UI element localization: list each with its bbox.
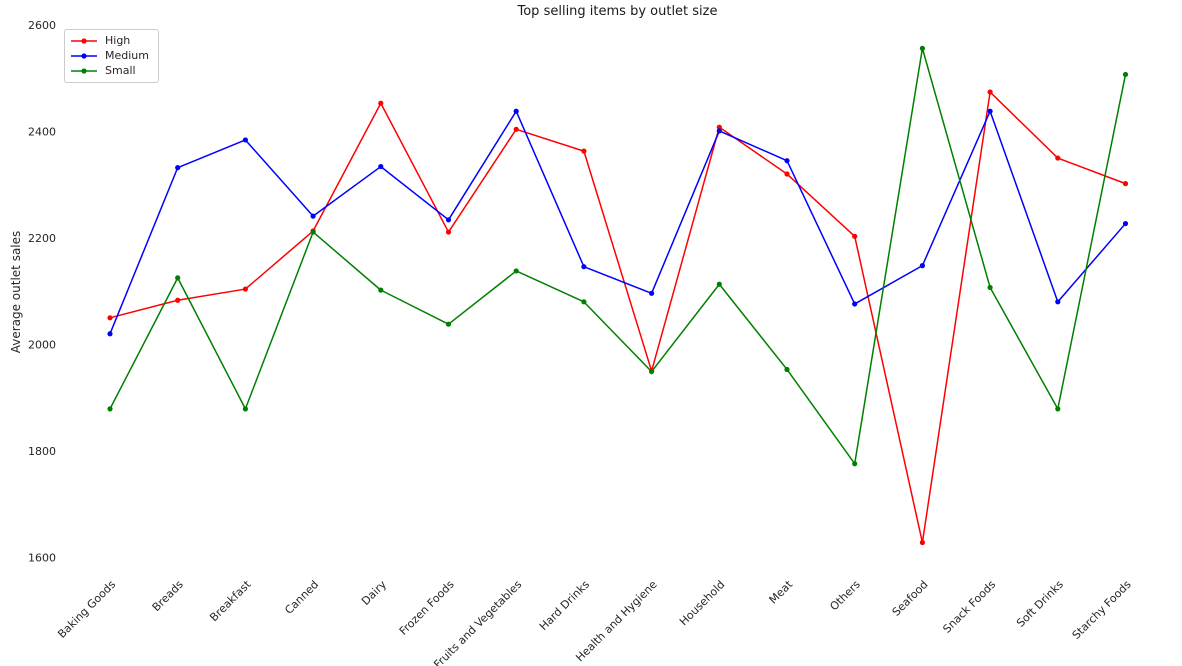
data-point-small [513, 268, 519, 274]
data-point-small [310, 229, 316, 235]
x-tick-label: Dairy [359, 578, 389, 608]
series-line-medium [109, 110, 1127, 335]
y-tick-label: 2600 [28, 19, 56, 32]
data-point-small [987, 284, 993, 291]
data-point-high [513, 126, 519, 132]
legend-marker-icon [81, 38, 87, 44]
y-tick-label: 2400 [28, 126, 56, 139]
data-point-medium [310, 213, 316, 219]
y-tick-label: 1800 [28, 445, 56, 458]
data-point-small [919, 45, 926, 51]
series-line-small [109, 47, 1127, 465]
data-point-small [1122, 71, 1129, 78]
data-point-medium [1055, 299, 1061, 305]
data-point-high [1122, 181, 1129, 187]
legend-item-small: Small [70, 64, 149, 78]
legend-marker-icon [81, 53, 87, 59]
x-tick-label: Hard Drinks [537, 578, 592, 633]
x-tick-label: Breakfast [207, 577, 254, 624]
data-point-medium [378, 163, 384, 170]
y-tick-label: 1600 [28, 552, 56, 565]
y-tick-label: 2000 [28, 339, 56, 352]
data-point-small [1055, 406, 1061, 412]
legend-item-medium: Medium [70, 49, 149, 63]
x-tick-label: Baking Goods [55, 578, 118, 641]
data-point-small [649, 368, 655, 375]
data-point-medium [987, 108, 993, 114]
y-tick-label: 2200 [28, 232, 56, 245]
data-point-high [716, 124, 722, 130]
data-point-high [919, 539, 926, 546]
data-point-high [445, 229, 452, 235]
legend-swatch-high [71, 38, 97, 44]
data-point-high [175, 297, 181, 303]
data-point-small [716, 281, 722, 287]
data-point-medium [242, 137, 248, 143]
legend-marker-icon [81, 68, 87, 74]
data-point-high [242, 286, 248, 292]
legend-label: Small [105, 64, 136, 77]
data-point-medium [107, 331, 113, 337]
data-point-high [987, 89, 993, 95]
data-point-small [107, 406, 113, 412]
data-point-small [784, 366, 790, 373]
x-tick-label: Canned [282, 578, 321, 617]
data-point-high [784, 171, 790, 177]
data-point-medium [445, 217, 452, 223]
legend: High Medium Small [64, 29, 159, 83]
legend-item-high: High [70, 34, 149, 48]
data-point-medium [852, 301, 858, 307]
x-tick-label: Frozen Foods [397, 578, 457, 638]
data-point-small [175, 275, 181, 281]
data-point-high [378, 100, 384, 106]
data-point-small [581, 299, 587, 305]
legend-label: High [105, 34, 131, 47]
x-tick-label: Meat [767, 577, 796, 606]
series-line-high [109, 91, 1126, 544]
data-point-high [1055, 155, 1061, 161]
data-point-medium [513, 108, 519, 114]
data-point-high [581, 148, 587, 154]
legend-swatch-medium [71, 53, 97, 59]
x-tick-label: Household [677, 578, 727, 628]
data-point-small [445, 321, 452, 327]
x-tick-label: Others [827, 578, 863, 614]
chart-title: Top selling items by outlet size [517, 4, 718, 19]
data-point-medium [581, 264, 587, 270]
data-point-medium [784, 158, 790, 164]
x-tick-label: Soft Drinks [1014, 578, 1066, 630]
x-tick-label: Breads [150, 578, 186, 614]
data-point-medium [175, 165, 181, 171]
data-point-medium [649, 290, 655, 296]
data-point-medium [919, 263, 926, 269]
legend-label: Medium [105, 49, 149, 62]
data-point-medium [716, 128, 722, 134]
data-point-high [107, 315, 113, 321]
x-tick-label: Snack Foods [940, 578, 998, 636]
data-point-small [378, 287, 384, 293]
x-tick-label: Seafood [890, 578, 931, 619]
legend-swatch-small [71, 68, 97, 74]
data-point-high [852, 233, 858, 239]
data-point-small [242, 406, 248, 412]
data-point-medium [1122, 220, 1129, 227]
data-point-small [852, 461, 858, 467]
x-tick-label: Starchy Foods [1070, 578, 1134, 642]
